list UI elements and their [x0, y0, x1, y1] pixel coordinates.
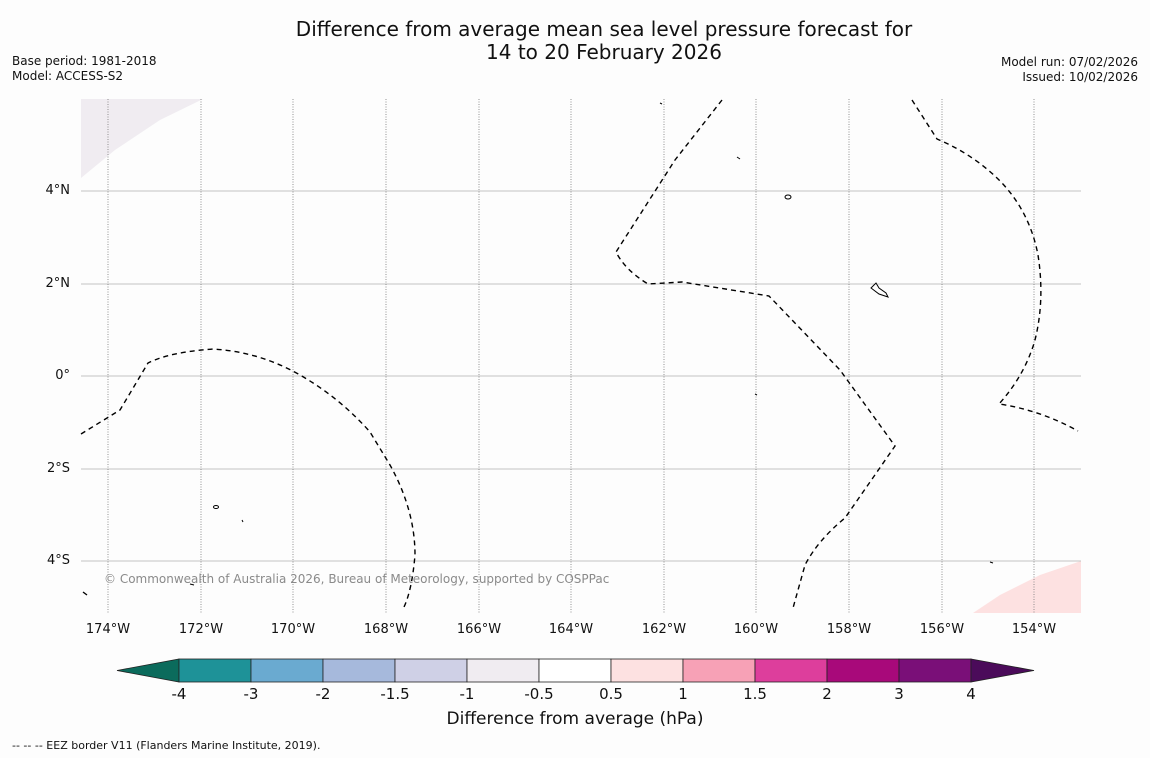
colorbar-swatch: [610, 658, 684, 683]
eez-border-east: [911, 99, 1079, 432]
meta-left: Base period: 1981-2018 Model: ACCESS-S2: [12, 54, 157, 84]
shade-region-northwest: [81, 99, 203, 178]
lon-label-158w: 158°W: [826, 622, 872, 637]
colorbar-swatch: [754, 658, 828, 683]
island-3: [784, 194, 792, 200]
lon-label-168w: 168°W: [363, 622, 409, 637]
island-5: [754, 393, 758, 396]
island-9: [989, 561, 994, 564]
colorbar-swatch: [322, 658, 396, 683]
lat-gridlines: [81, 190, 1081, 562]
shade-region-southeast: [973, 561, 1081, 613]
colorbar-extend-high: [970, 658, 1035, 683]
copyright-notice: © Commonwealth of Australia 2026, Bureau…: [104, 572, 610, 586]
colorbar-swatch: [538, 658, 612, 683]
eez-legend: -- -- -- EEZ border V11 (Flanders Marine…: [12, 739, 321, 752]
colorbar-tick-label: 0.5: [599, 685, 623, 703]
lat-label-4n: 4°N: [45, 183, 71, 198]
island-1: [659, 102, 663, 105]
model-name: Model: ACCESS-S2: [12, 69, 124, 83]
colorbar-tick-label: 4: [966, 685, 976, 703]
colorbar-swatch: [898, 658, 972, 683]
colorbar-swatch: [250, 658, 324, 683]
meta-right: Model run: 07/02/2026 Issued: 10/02/2026: [1001, 55, 1138, 85]
title-line-1: Difference from average mean sea level p…: [295, 17, 913, 41]
lon-label-156w: 156°W: [919, 622, 965, 637]
colorbar-tick-label: -0.5: [524, 685, 554, 703]
island-2: [736, 156, 741, 160]
island-7: [241, 519, 244, 523]
colorbar-tick-label: -2: [315, 685, 331, 703]
colorbar-tick-label: -4: [171, 685, 187, 703]
lon-label-174w: 174°W: [85, 622, 131, 637]
lon-label-170w: 170°W: [270, 622, 316, 637]
island-6: [213, 505, 219, 509]
lat-label-4s: 4°S: [46, 553, 70, 568]
eez-border-west: [80, 348, 416, 608]
island-8: [189, 583, 195, 586]
colorbar-swatch: [466, 658, 540, 683]
lon-label-160w: 160°W: [733, 622, 779, 637]
lon-label-166w: 166°W: [456, 622, 502, 637]
eez-border-fragment: [82, 591, 88, 596]
colorbar-tick-label: -1: [459, 685, 475, 703]
lon-label-154w: 154°W: [1011, 622, 1057, 637]
colorbar-swatch: [394, 658, 468, 683]
colorbar-extend-low: [116, 658, 180, 683]
lat-label-2n: 2°N: [45, 276, 71, 291]
colorbar-title: Difference from average (hPa): [446, 709, 704, 729]
colorbar-tick-label: 3: [894, 685, 904, 703]
title-line-2: 14 to 20 February 2026: [486, 40, 722, 64]
lon-gridlines: [107, 99, 1035, 613]
island-4: [870, 282, 889, 298]
colorbar-swatch: [178, 658, 252, 683]
lon-label-162w: 162°W: [641, 622, 687, 637]
colorbar-swatch: [682, 658, 756, 683]
lat-label-0: 0°: [55, 368, 70, 383]
map-title: Difference from average mean sea level p…: [0, 18, 1150, 64]
lon-label-164w: 164°W: [548, 622, 594, 637]
colorbar-tick-label: -1.5: [380, 685, 410, 703]
colorbar-swatch: [826, 658, 900, 683]
base-period: Base period: 1981-2018: [12, 54, 157, 68]
colorbar-tick-label: 1: [678, 685, 688, 703]
colorbar-tick-label: 2: [822, 685, 832, 703]
colorbar: [116, 658, 1035, 683]
colorbar-tick-label: 1.5: [743, 685, 767, 703]
eez-border-center: [615, 99, 896, 609]
colorbar-tick-label: -3: [243, 685, 259, 703]
model-run: Model run: 07/02/2026: [1000, 55, 1138, 69]
lat-label-2s: 2°S: [46, 461, 70, 476]
issued-date: Issued: 10/02/2026: [1022, 70, 1138, 84]
lon-label-172w: 172°W: [178, 622, 224, 637]
